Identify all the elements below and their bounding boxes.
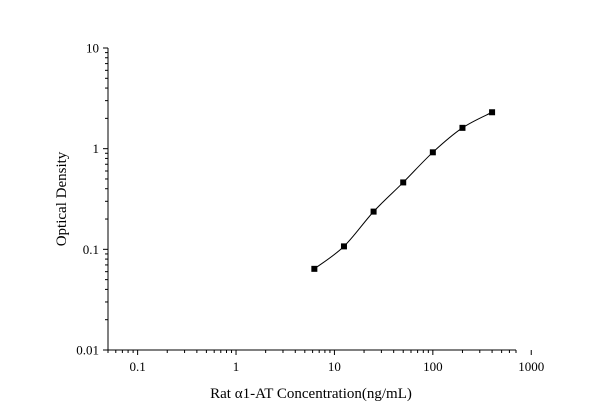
x-tick-label: 0.1 bbox=[129, 359, 145, 374]
x-axis-title: Rat α1-AT Concentration(ng/mL) bbox=[210, 386, 412, 402]
data-point bbox=[400, 179, 407, 186]
data-points bbox=[311, 109, 496, 272]
x-tick-label: 1 bbox=[233, 359, 240, 374]
x-tick-label: 100 bbox=[423, 359, 443, 374]
data-point bbox=[459, 124, 466, 131]
y-tick-label: 10 bbox=[86, 41, 99, 56]
y-axis-title: Optical Density bbox=[54, 151, 70, 246]
data-point bbox=[340, 243, 347, 250]
data-point bbox=[489, 109, 496, 116]
data-point bbox=[370, 208, 377, 215]
y-tick-label: 0.01 bbox=[76, 343, 99, 358]
data-point bbox=[429, 149, 436, 156]
x-tick-label: 1000 bbox=[518, 359, 544, 374]
y-tick-label: 0.1 bbox=[83, 242, 99, 257]
x-tick-label: 10 bbox=[328, 359, 341, 374]
y-tick-label: 1 bbox=[93, 141, 100, 156]
axes: 0.1 1 10 100 1000 0.01 0.1 1 10 bbox=[76, 41, 544, 375]
data-point bbox=[311, 265, 318, 272]
